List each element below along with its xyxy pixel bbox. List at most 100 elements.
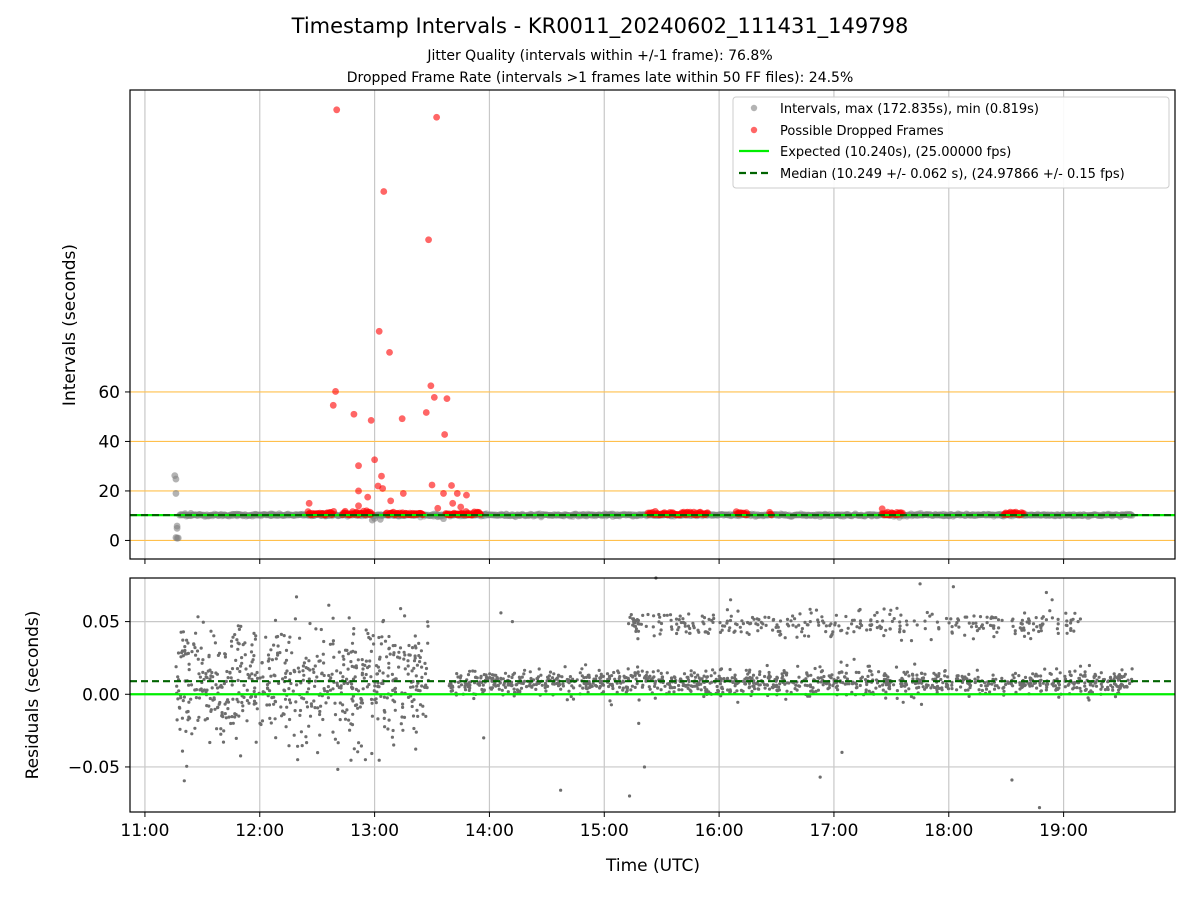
residual-point [292,733,296,737]
residual-point [1073,611,1077,615]
residual-point [709,674,713,678]
residual-point [882,634,886,638]
residual-point [288,701,293,705]
dropped-frame-point [398,415,406,423]
residual-point [860,675,865,679]
legend-label-expected: Expected (10.240s), (25.00000 fps) [780,145,1011,160]
residual-point [220,685,224,689]
residual-point [348,728,352,732]
residual-point [242,683,246,688]
residual-point [607,674,612,679]
residual-point [406,664,410,668]
residual-point [175,684,179,688]
residual-point [424,683,428,687]
residual-point [351,712,355,716]
residual-point [626,676,630,681]
residual-point [349,758,353,762]
residual-point [747,670,751,674]
residual-point [873,613,877,617]
residual-point [383,639,388,643]
residual-point [903,684,907,688]
residual-point [1018,683,1022,687]
residual-point [569,694,573,699]
residual-point [202,688,207,692]
residual-point [898,624,902,628]
residual-point [1010,778,1014,782]
residual-point [488,672,492,676]
residual-point [995,630,999,634]
residual-point [415,708,419,712]
residual-point [230,667,235,671]
residual-point [793,617,797,621]
residual-point [630,684,635,688]
residual-point [212,634,216,638]
residual-point [319,627,323,632]
residual-point [973,677,977,681]
residual-point [1013,632,1017,636]
residual-point [283,675,287,679]
residual-point [756,629,760,633]
residual-point [222,729,226,733]
residual-point [940,688,944,692]
residual-point [675,631,679,636]
residual-point [189,697,193,701]
residual-point [951,585,955,589]
residual-point [349,660,353,664]
residual-point [299,730,303,734]
residual-point [992,635,996,639]
top-y-axis: 0 20 40 60 [98,383,1065,564]
residual-point [979,683,983,688]
residual-point [302,697,306,701]
residual-point [229,639,234,643]
residual-point [301,678,305,682]
residual-point [255,670,259,675]
residual-point [1099,682,1103,686]
residual-point [309,702,313,706]
residual-point [288,717,292,722]
residual-point [412,698,416,702]
x-tick-label: 17:00 [809,821,858,841]
residual-point [457,685,461,689]
residual-point [628,615,632,620]
residual-point [713,671,717,675]
residual-point [411,685,415,689]
residual-point [326,685,330,689]
residual-point [875,611,879,615]
legend-label-dropped: Possible Dropped Frames [780,124,944,139]
residual-point [627,622,631,626]
residual-point [563,665,567,669]
residual-point [651,670,655,674]
residual-point [253,637,257,641]
residual-point [316,706,320,710]
residual-point [352,747,356,751]
residual-point [858,683,862,688]
residual-point [182,649,187,653]
residual-point [697,676,701,680]
residual-point [234,736,238,741]
residual-point [798,684,802,688]
residual-point [1032,628,1036,632]
residual-point [777,685,781,689]
residual-point [426,620,430,624]
residual-point [581,686,585,690]
residual-point [323,689,327,693]
residual-point [391,698,395,702]
residual-point [1011,617,1015,621]
residual-point [641,613,645,618]
residual-point [887,686,891,690]
residual-point [1049,672,1053,676]
residual-point [637,721,641,725]
residual-point [406,659,410,663]
residual-point [305,700,309,704]
residual-point [547,674,552,678]
residual-point [678,614,682,618]
residual-point [308,668,312,672]
dropped-frame-point [440,490,447,497]
residual-point [318,712,322,717]
residual-point [472,696,476,701]
residual-point [972,614,976,618]
residual-point [990,682,994,686]
residual-point [704,669,708,673]
residual-point [775,675,779,679]
residual-point [241,643,245,647]
